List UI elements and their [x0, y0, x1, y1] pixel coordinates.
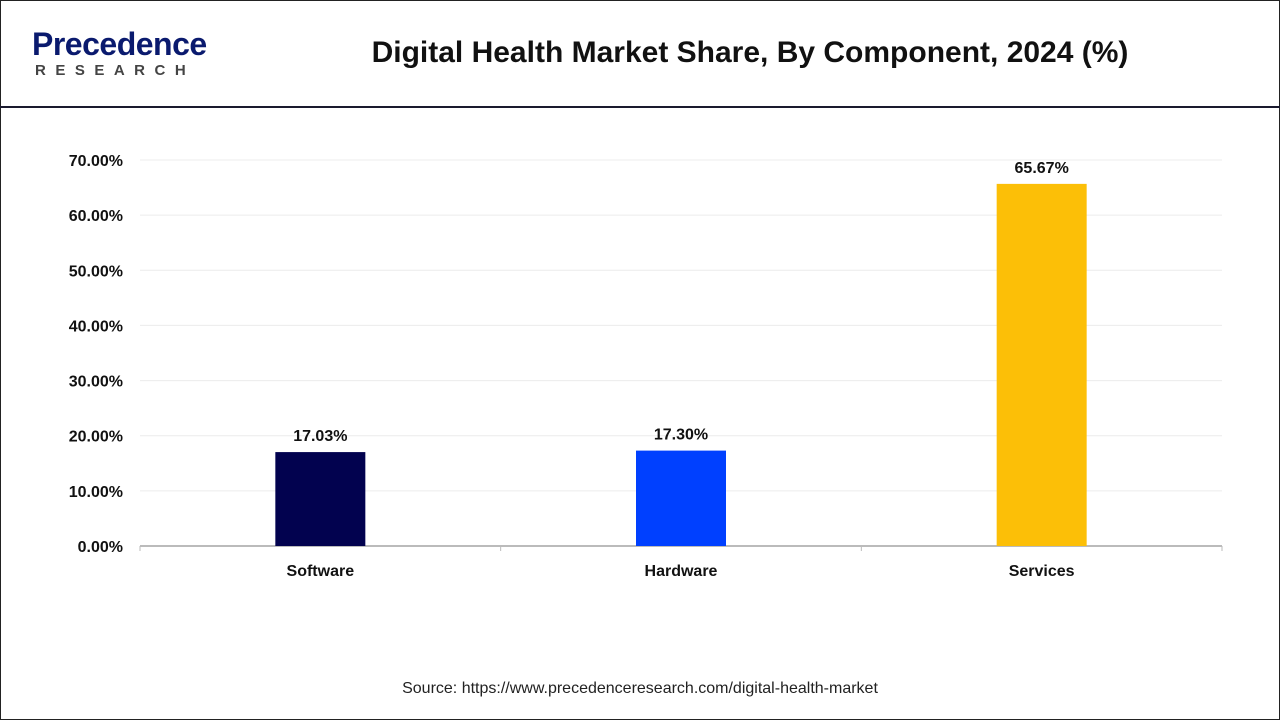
x-tick-label: Hardware	[645, 563, 718, 580]
data-label: 65.67%	[1015, 160, 1069, 177]
bar-software	[275, 452, 366, 546]
precedence-research-logo: Precedence RESEARCH	[32, 26, 232, 82]
y-tick-label: 20.00%	[69, 429, 123, 446]
chart-title: Digital Health Market Share, By Componen…	[371, 36, 1129, 69]
data-label: 17.30%	[654, 427, 708, 444]
logo-sub-text: RESEARCH	[35, 62, 196, 79]
logo-main-word: Precedence	[32, 26, 207, 62]
y-tick-label: 10.00%	[69, 484, 123, 501]
source-text: Source: https://www.precedenceresearch.c…	[402, 680, 878, 697]
y-tick-label: 30.00%	[69, 374, 123, 391]
y-tick-label: 70.00%	[69, 153, 123, 170]
x-tick-label: Software	[287, 563, 355, 580]
x-tick-label: Services	[1009, 563, 1075, 580]
header: Precedence RESEARCH Digital Health Marke…	[0, 0, 1280, 108]
logo-main-text: Precedence	[32, 26, 207, 63]
data-label: 17.03%	[293, 428, 347, 445]
y-tick-label: 0.00%	[78, 539, 123, 556]
y-tick-label: 60.00%	[69, 208, 123, 225]
y-tick-label: 40.00%	[69, 318, 123, 335]
bar-hardware	[636, 450, 726, 546]
bar-services	[996, 183, 1087, 546]
y-tick-label: 50.00%	[69, 263, 123, 280]
